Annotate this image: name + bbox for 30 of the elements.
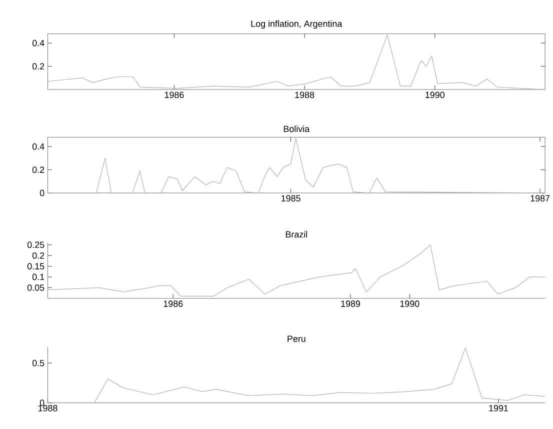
chart-title: Brazil bbox=[286, 231, 307, 238]
chart-title: Bolivia bbox=[284, 126, 310, 132]
line-series bbox=[47, 244, 546, 297]
y-tick-label: 0.2 bbox=[32, 252, 44, 259]
x-tick-label: 1988 bbox=[38, 405, 58, 412]
y-tick-label: 0.25 bbox=[27, 242, 44, 248]
y-tick-label: 0.4 bbox=[32, 40, 44, 46]
y-tick-label: 0.4 bbox=[32, 144, 44, 150]
x-tick-label: 1990 bbox=[400, 300, 420, 308]
y-tick-label: 0.5 bbox=[32, 360, 44, 366]
y-tick-label: 0.2 bbox=[32, 63, 44, 70]
y-tick-label: 0.2 bbox=[32, 166, 44, 174]
x-tick-label: 1986 bbox=[164, 300, 183, 308]
x-tick-label: 1986 bbox=[164, 92, 184, 98]
y-tick-label: 0.15 bbox=[27, 263, 44, 270]
line-series bbox=[47, 34, 546, 90]
line-series bbox=[47, 138, 546, 194]
x-tick-label: 1985 bbox=[282, 195, 300, 202]
x-tick-label: 1987 bbox=[530, 195, 550, 202]
x-tick-label: 1990 bbox=[426, 92, 444, 98]
y-tick-label: 0.05 bbox=[27, 284, 44, 291]
x-tick-label: 1989 bbox=[341, 300, 360, 308]
chart-title: Log inflation, Argentina bbox=[251, 20, 342, 29]
x-tick-label: 1988 bbox=[295, 92, 314, 98]
chart-title: Peru bbox=[288, 336, 306, 342]
y-tick-label: 0 bbox=[40, 400, 44, 406]
y-tick-label: 0.1 bbox=[32, 274, 44, 280]
line-series bbox=[94, 348, 546, 404]
x-tick-label: 1991 bbox=[489, 405, 508, 412]
y-tick-label: 0 bbox=[40, 190, 44, 196]
